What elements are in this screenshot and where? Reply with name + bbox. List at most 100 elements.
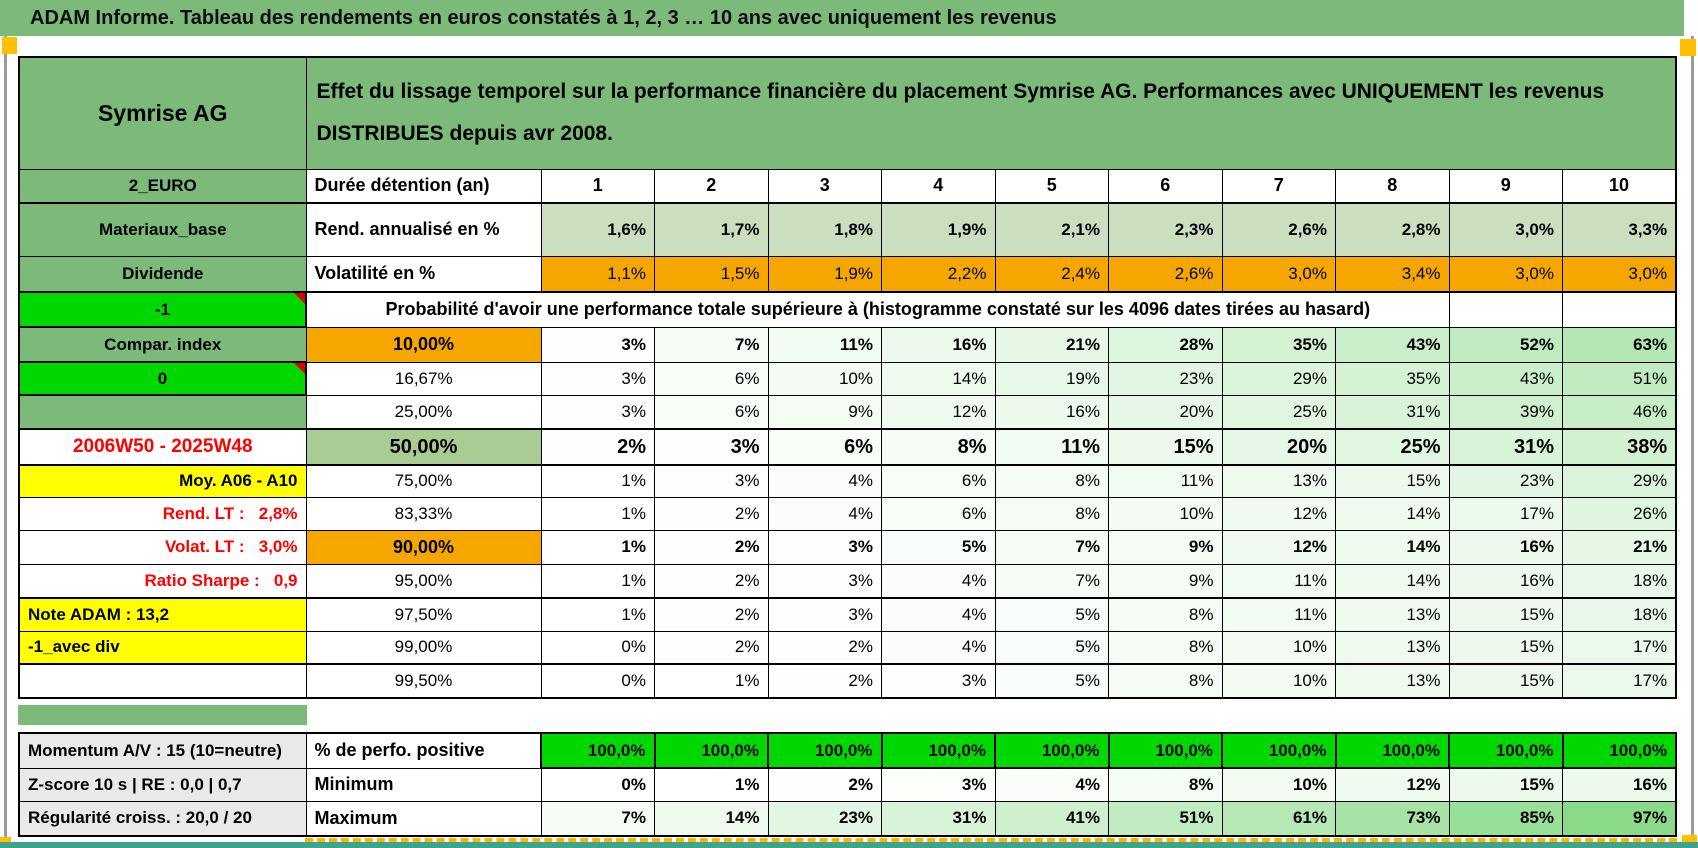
row-label-b[interactable]: Volatilité en %: [305, 255, 542, 293]
value-cell[interactable]: 12%: [1221, 496, 1336, 531]
value-cell[interactable]: 15%: [1448, 767, 1563, 802]
value-cell[interactable]: 3%: [540, 326, 655, 363]
value-cell[interactable]: 3%: [540, 394, 655, 430]
value-cell[interactable]: 1%: [540, 563, 655, 599]
value-cell[interactable]: 35%: [1335, 361, 1450, 396]
year-header-cell[interactable]: 9: [1448, 168, 1563, 204]
value-cell[interactable]: 5%: [994, 597, 1109, 632]
value-cell[interactable]: 100,0%: [767, 732, 883, 769]
threshold-cell[interactable]: 99,50%: [305, 663, 542, 699]
value-cell[interactable]: 100,0%: [1334, 732, 1450, 769]
value-cell[interactable]: 9%: [1108, 529, 1223, 565]
value-cell[interactable]: 2%: [654, 563, 769, 599]
value-cell[interactable]: 1%: [540, 597, 655, 632]
value-cell[interactable]: 8%: [1108, 767, 1223, 802]
value-cell[interactable]: 14%: [654, 800, 769, 837]
value-cell[interactable]: 1,9%: [767, 255, 882, 293]
value-cell[interactable]: 20%: [1108, 394, 1223, 430]
row-label-a[interactable]: Moy. A06 - A10: [18, 464, 307, 498]
threshold-cell[interactable]: 25,00%: [305, 394, 542, 430]
value-cell[interactable]: 13%: [1221, 464, 1336, 498]
value-cell[interactable]: 7%: [994, 563, 1109, 599]
row-label-a[interactable]: [18, 394, 307, 430]
value-cell[interactable]: 43%: [1335, 326, 1450, 363]
value-cell[interactable]: 16%: [1448, 563, 1563, 599]
duration-header-cell[interactable]: Durée détention (an): [305, 168, 542, 204]
value-cell[interactable]: 100,0%: [994, 732, 1110, 769]
value-cell[interactable]: 1%: [654, 663, 769, 699]
value-cell[interactable]: 2%: [767, 663, 882, 699]
value-cell[interactable]: 20%: [1221, 428, 1336, 466]
value-cell[interactable]: 2%: [654, 597, 769, 632]
value-cell[interactable]: 31%: [1448, 428, 1563, 466]
value-cell[interactable]: 3,0%: [1221, 255, 1336, 293]
value-cell[interactable]: 10%: [1108, 496, 1223, 531]
row-label-b[interactable]: Minimum: [305, 767, 542, 802]
row-label-a[interactable]: Dividende: [18, 255, 307, 293]
threshold-cell[interactable]: 95,00%: [305, 563, 542, 599]
value-cell[interactable]: 100,0%: [540, 732, 656, 769]
value-cell[interactable]: 16%: [1562, 767, 1677, 802]
value-cell[interactable]: 25%: [1335, 428, 1450, 466]
value-cell[interactable]: 38%: [1562, 428, 1677, 466]
value-cell[interactable]: 12%: [1335, 767, 1450, 802]
value-cell[interactable]: 21%: [994, 326, 1109, 363]
value-cell[interactable]: 43%: [1448, 361, 1563, 396]
row-label-a[interactable]: Ratio Sharpe : 0,9: [18, 563, 307, 599]
value-cell[interactable]: 12%: [881, 394, 996, 430]
value-cell[interactable]: 7%: [540, 800, 655, 837]
sheet-description-cell[interactable]: Effet du lissage temporel sur la perform…: [305, 56, 1677, 170]
value-cell[interactable]: 29%: [1562, 464, 1677, 498]
value-cell[interactable]: 8%: [994, 496, 1109, 531]
value-cell[interactable]: 23%: [1448, 464, 1563, 498]
year-header-cell[interactable]: 6: [1108, 168, 1223, 204]
value-cell[interactable]: 11%: [994, 428, 1109, 466]
value-cell[interactable]: 2,6%: [1221, 202, 1336, 257]
value-cell[interactable]: 41%: [994, 800, 1109, 837]
value-cell[interactable]: 18%: [1562, 563, 1677, 599]
row-label-b[interactable]: % de perfo. positive: [305, 732, 542, 769]
value-cell[interactable]: 6%: [654, 361, 769, 396]
value-cell[interactable]: 2,3%: [1108, 202, 1223, 257]
value-cell[interactable]: 29%: [1221, 361, 1336, 396]
value-cell[interactable]: 1,1%: [540, 255, 655, 293]
value-cell[interactable]: 14%: [1335, 563, 1450, 599]
row-label-a[interactable]: Momentum A/V : 15 (10=neutre): [18, 732, 307, 769]
threshold-cell[interactable]: 97,50%: [305, 597, 542, 632]
asset-name-cell[interactable]: Symrise AG: [18, 56, 307, 170]
value-cell[interactable]: 14%: [1335, 496, 1450, 531]
row-label-a[interactable]: 2006W50 - 2025W48: [18, 428, 307, 466]
value-cell[interactable]: 100,0%: [1221, 732, 1337, 769]
value-cell[interactable]: 3%: [767, 529, 882, 565]
value-cell[interactable]: 9%: [767, 394, 882, 430]
value-cell[interactable]: 3%: [540, 361, 655, 396]
value-cell[interactable]: 6%: [881, 496, 996, 531]
row-label-a[interactable]: Materiaux_base: [18, 202, 307, 257]
value-cell[interactable]: 3%: [767, 563, 882, 599]
value-cell[interactable]: 6%: [767, 428, 882, 466]
empty-cell[interactable]: [1448, 291, 1563, 328]
row-label-b[interactable]: Maximum: [305, 800, 542, 837]
value-cell[interactable]: 16%: [1448, 529, 1563, 565]
value-cell[interactable]: 2%: [654, 630, 769, 665]
value-cell[interactable]: 15%: [1448, 597, 1563, 632]
value-cell[interactable]: 10%: [1221, 767, 1336, 802]
value-cell[interactable]: 13%: [1335, 663, 1450, 699]
value-cell[interactable]: 1,7%: [654, 202, 769, 257]
value-cell[interactable]: 3,0%: [1448, 202, 1563, 257]
value-cell[interactable]: 16%: [994, 394, 1109, 430]
value-cell[interactable]: 18%: [1562, 597, 1677, 632]
value-cell[interactable]: 21%: [1562, 529, 1677, 565]
value-cell[interactable]: 3%: [654, 428, 769, 466]
value-cell[interactable]: 3%: [654, 464, 769, 498]
value-cell[interactable]: 3%: [767, 597, 882, 632]
year-header-cell[interactable]: 3: [767, 168, 882, 204]
value-cell[interactable]: 100,0%: [1107, 732, 1223, 769]
value-cell[interactable]: 0%: [540, 663, 655, 699]
value-cell[interactable]: 61%: [1221, 800, 1336, 837]
value-cell[interactable]: 13%: [1335, 630, 1450, 665]
threshold-cell[interactable]: 75,00%: [305, 464, 542, 498]
row-label-a[interactable]: Note ADAM : 13,2: [18, 597, 307, 632]
value-cell[interactable]: 52%: [1448, 326, 1563, 363]
value-cell[interactable]: 15%: [1108, 428, 1223, 466]
